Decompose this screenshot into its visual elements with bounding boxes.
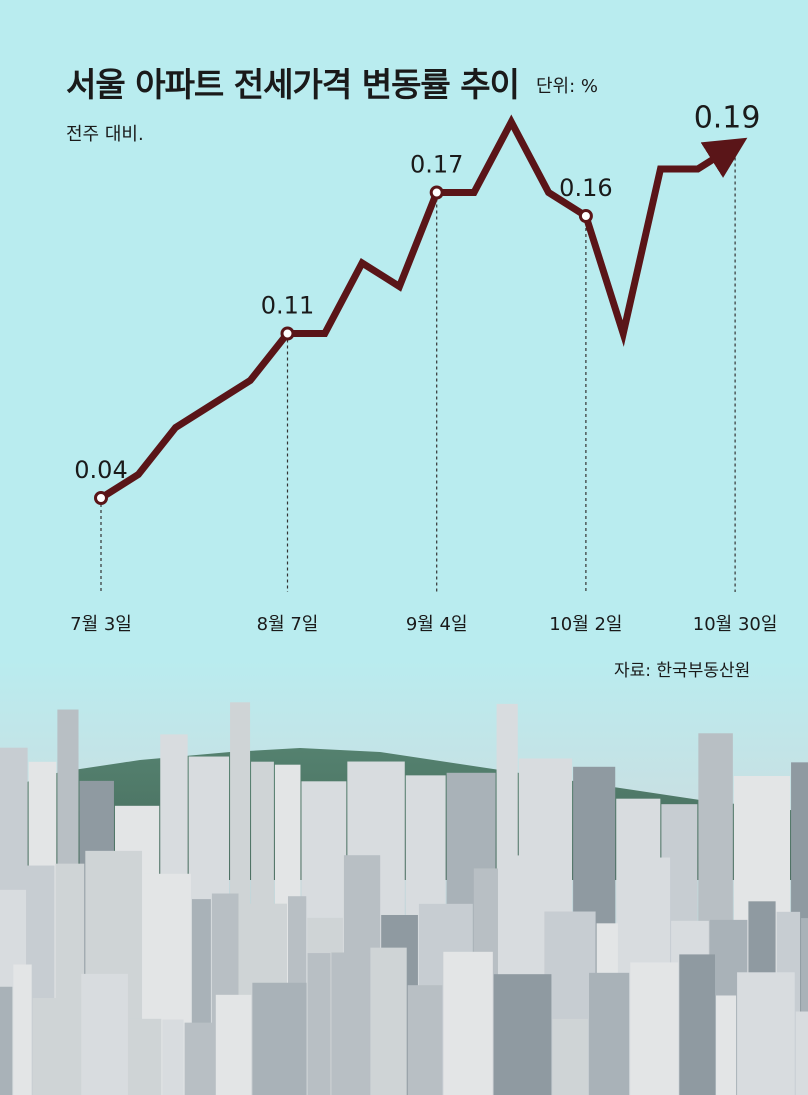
data-value-label: 0.04 [74,456,127,484]
chart-title: 서울 아파트 전세가격 변동률 추이 [66,65,520,104]
building [552,1018,589,1095]
data-value-label: 0.16 [559,174,612,202]
building [630,962,679,1095]
building [716,995,737,1095]
data-point-marker [429,185,444,200]
building-skyline [0,702,808,1095]
building [13,964,32,1095]
building [215,994,252,1095]
building [407,985,443,1095]
building [32,997,81,1095]
building [331,952,370,1095]
building [0,986,13,1095]
building [589,972,630,1095]
x-tick-label: 7월 3일 [70,614,132,635]
building [252,982,307,1095]
data-value-label: 0.19 [694,101,761,136]
series-line [99,114,748,501]
source-label: 자료: 한국부동산원 [614,661,751,681]
chart-subtitle: 전주 대비. [66,124,144,145]
x-tick-label: 9월 4일 [406,614,468,635]
building [795,1011,808,1095]
x-tick-label: 8월 7일 [257,614,319,635]
building [162,1019,184,1095]
building [493,974,552,1095]
data-point-marker [94,491,108,505]
x-tick-label: 10월 2일 [549,614,622,635]
building [737,972,795,1095]
building [443,951,493,1095]
data-value-label: 0.17 [410,151,463,179]
building [184,1022,215,1095]
building [679,954,716,1095]
building [307,953,331,1095]
building [81,973,128,1095]
x-tick-label: 10월 30일 [693,614,778,635]
data-value-label: 0.11 [261,292,314,320]
building [801,918,808,1095]
building [128,1018,162,1095]
data-point-marker [578,209,593,223]
data-point-marker [280,326,295,341]
unit-label: 단위: % [536,76,599,97]
building [370,947,407,1095]
